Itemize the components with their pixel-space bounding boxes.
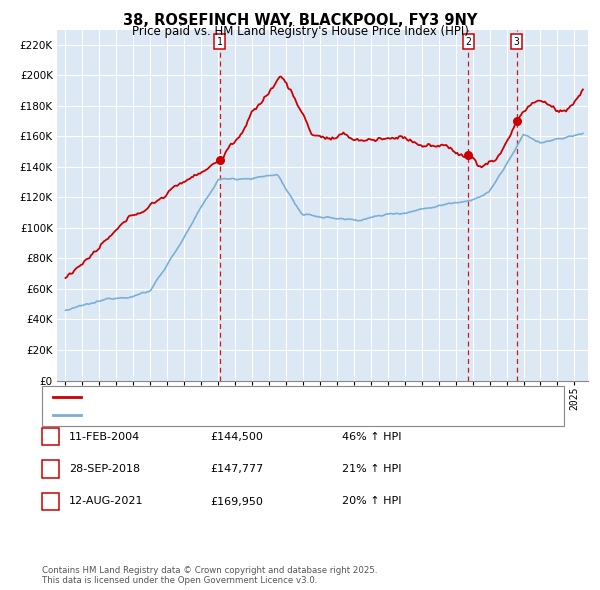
Text: 3: 3: [514, 37, 520, 47]
Text: 1: 1: [47, 432, 54, 441]
Text: 2: 2: [47, 464, 54, 474]
Text: 1: 1: [217, 37, 223, 47]
Text: 38, ROSEFINCH WAY, BLACKPOOL, FY3 9NY (semi-detached house): 38, ROSEFINCH WAY, BLACKPOOL, FY3 9NY (s…: [88, 392, 436, 402]
Text: 46% ↑ HPI: 46% ↑ HPI: [342, 432, 401, 441]
Text: £144,500: £144,500: [210, 432, 263, 441]
Text: Price paid vs. HM Land Registry's House Price Index (HPI): Price paid vs. HM Land Registry's House …: [131, 25, 469, 38]
Text: 3: 3: [47, 497, 54, 506]
Text: £147,777: £147,777: [210, 464, 263, 474]
Text: 11-FEB-2004: 11-FEB-2004: [69, 432, 140, 441]
Text: 2: 2: [466, 37, 472, 47]
Text: 38, ROSEFINCH WAY, BLACKPOOL, FY3 9NY: 38, ROSEFINCH WAY, BLACKPOOL, FY3 9NY: [123, 13, 477, 28]
Text: Contains HM Land Registry data © Crown copyright and database right 2025.
This d: Contains HM Land Registry data © Crown c…: [42, 566, 377, 585]
Text: 20% ↑ HPI: 20% ↑ HPI: [342, 497, 401, 506]
Text: 21% ↑ HPI: 21% ↑ HPI: [342, 464, 401, 474]
Text: 28-SEP-2018: 28-SEP-2018: [69, 464, 140, 474]
Text: 12-AUG-2021: 12-AUG-2021: [69, 497, 143, 506]
Text: £169,950: £169,950: [210, 497, 263, 506]
Text: HPI: Average price, semi-detached house, Blackpool: HPI: Average price, semi-detached house,…: [88, 410, 361, 420]
